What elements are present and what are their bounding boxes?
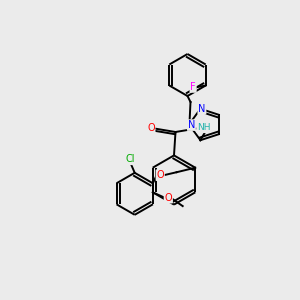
Text: F: F (190, 82, 196, 92)
Text: N: N (198, 104, 206, 114)
Text: O: O (156, 170, 164, 180)
Text: Cl: Cl (125, 154, 135, 164)
Text: N: N (188, 120, 195, 130)
Text: O: O (164, 193, 172, 203)
Text: O: O (147, 123, 155, 133)
Text: NH: NH (197, 123, 211, 132)
